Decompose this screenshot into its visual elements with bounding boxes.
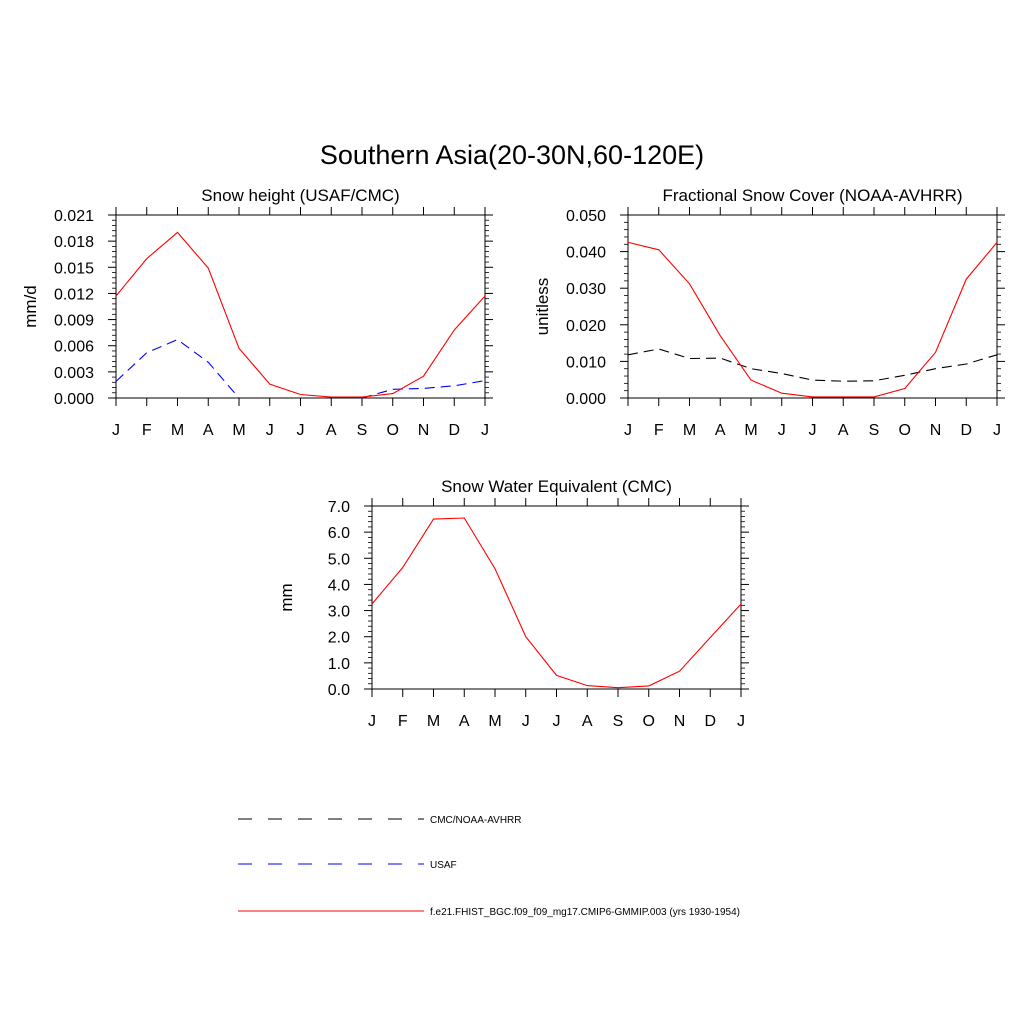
x-tick-label: S — [869, 422, 880, 439]
y-axis-label: unitless — [533, 278, 552, 336]
x-tick-label: N — [674, 713, 686, 730]
x-tick-label: J — [778, 422, 786, 439]
panel-title: Fractional Snow Cover (NOAA-AVHRR) — [662, 186, 962, 205]
y-tick-label: 4.0 — [328, 577, 350, 594]
y-tick-label: 7.0 — [328, 499, 350, 516]
x-tick-label: J — [266, 422, 274, 439]
x-tick-label: M — [427, 713, 440, 730]
panel-title: Snow height (USAF/CMC) — [201, 186, 399, 205]
y-tick-label: 0.018 — [54, 234, 94, 251]
y-tick-label: 0.000 — [54, 391, 94, 408]
x-tick-label: J — [481, 422, 489, 439]
legend-label: f.e21.FHIST_BGC.f09_f09_mg17.CMIP6-GMMIP… — [430, 907, 740, 918]
legend: CMC/NOAA-AVHRR USAF f.e21.FHIST_BGC.f09_f0… — [238, 815, 740, 918]
y-tick-label: 0.021 — [54, 208, 94, 225]
series-cmc-noaa-avhrr — [627, 348, 998, 382]
x-tick-label: D — [960, 422, 972, 439]
y-tick-label: 2.0 — [328, 630, 350, 647]
x-tick-label: A — [715, 422, 726, 439]
y-tick-label: 0.003 — [54, 365, 94, 382]
y-tick-label: 1.0 — [328, 656, 350, 673]
y-tick-label: 0.0 — [328, 682, 350, 699]
series-line — [627, 348, 998, 382]
x-tick-label: F — [142, 422, 152, 439]
y-tick-label: 0.009 — [54, 313, 94, 330]
y-tick-label: 0.010 — [566, 354, 606, 371]
y-tick-label: 0.020 — [566, 318, 606, 335]
x-tick-label: J — [624, 422, 632, 439]
x-tick-label: J — [297, 422, 305, 439]
series-usaf — [115, 338, 486, 399]
y-tick-label: 0.040 — [566, 245, 606, 262]
y-tick-label: 3.0 — [328, 604, 350, 621]
series-f-e21-fhist-bgc-f09-f09-mg17-cmip6-gmmip-003 — [627, 241, 998, 398]
x-tick-label: M — [232, 422, 245, 439]
y-axis-label: mm — [277, 583, 296, 611]
plot-frame — [115, 214, 486, 399]
x-tick-label: J — [522, 713, 530, 730]
figure-title: Southern Asia(20-30N,60-120E) — [320, 140, 704, 170]
y-tick-label: 6.0 — [328, 525, 350, 542]
x-tick-label: O — [643, 713, 655, 730]
chart-panel-3: Snow Water Equivalent (CMC) J F M A M J J A S O N D J… — [277, 477, 749, 730]
x-tick-label: A — [326, 422, 337, 439]
y-tick-label: 0.000 — [566, 391, 606, 408]
y-tick-label: 5.0 — [328, 551, 350, 568]
chart-panel-2: Fractional Snow Cover (NOAA-AVHRR) J F M A M J… — [533, 186, 1005, 439]
x-tick-label: J — [112, 422, 120, 439]
plot-frame — [371, 505, 742, 690]
legend-label: CMC/NOAA-AVHRR — [430, 815, 521, 826]
series-line — [361, 380, 486, 399]
series-line — [371, 517, 742, 689]
x-tick-label: N — [930, 422, 942, 439]
plot-frame — [627, 214, 998, 399]
series-line — [115, 231, 486, 398]
x-tick-label: M — [488, 713, 501, 730]
x-tick-label: J — [809, 422, 817, 439]
chart-panels: Snow height (USAF/CMC) J F M A M J J A S O N D J 0.000… — [21, 186, 1005, 730]
x-tick-label: D — [704, 713, 716, 730]
x-tick-label: S — [357, 422, 368, 439]
x-tick-label: J — [737, 713, 745, 730]
x-tick-label: D — [448, 422, 460, 439]
series-f-e21-fhist-bgc-f09-f09-mg17-cmip6-gmmip-003 — [371, 517, 742, 689]
x-tick-label: F — [654, 422, 664, 439]
y-tick-label: 0.006 — [54, 339, 94, 356]
x-tick-label: J — [553, 713, 561, 730]
x-tick-label: F — [398, 713, 408, 730]
x-tick-label: A — [838, 422, 849, 439]
x-tick-label: A — [203, 422, 214, 439]
x-tick-label: O — [387, 422, 399, 439]
x-tick-label: M — [171, 422, 184, 439]
x-tick-label: J — [993, 422, 1001, 439]
x-tick-label: M — [683, 422, 696, 439]
y-axis-label: mm/d — [21, 285, 40, 328]
series-line — [627, 241, 998, 398]
x-tick-label: A — [459, 713, 470, 730]
series-f-e21-fhist-bgc-f09-f09-mg17-cmip6-gmmip-003 — [115, 231, 486, 398]
y-tick-label: 0.050 — [566, 208, 606, 225]
y-tick-label: 0.012 — [54, 286, 94, 303]
chart-panel-1: Snow height (USAF/CMC) J F M A M J J A S O N D J 0.000… — [21, 186, 493, 439]
x-tick-label: S — [613, 713, 624, 730]
x-tick-label: N — [418, 422, 430, 439]
y-tick-label: 0.015 — [54, 260, 94, 277]
x-tick-label: O — [899, 422, 911, 439]
y-tick-label: 0.030 — [566, 281, 606, 298]
series-line — [115, 338, 240, 399]
x-tick-label: M — [744, 422, 757, 439]
panel-title: Snow Water Equivalent (CMC) — [441, 477, 672, 496]
x-tick-label: A — [582, 713, 593, 730]
legend-label: USAF — [430, 860, 457, 871]
x-tick-label: J — [368, 713, 376, 730]
